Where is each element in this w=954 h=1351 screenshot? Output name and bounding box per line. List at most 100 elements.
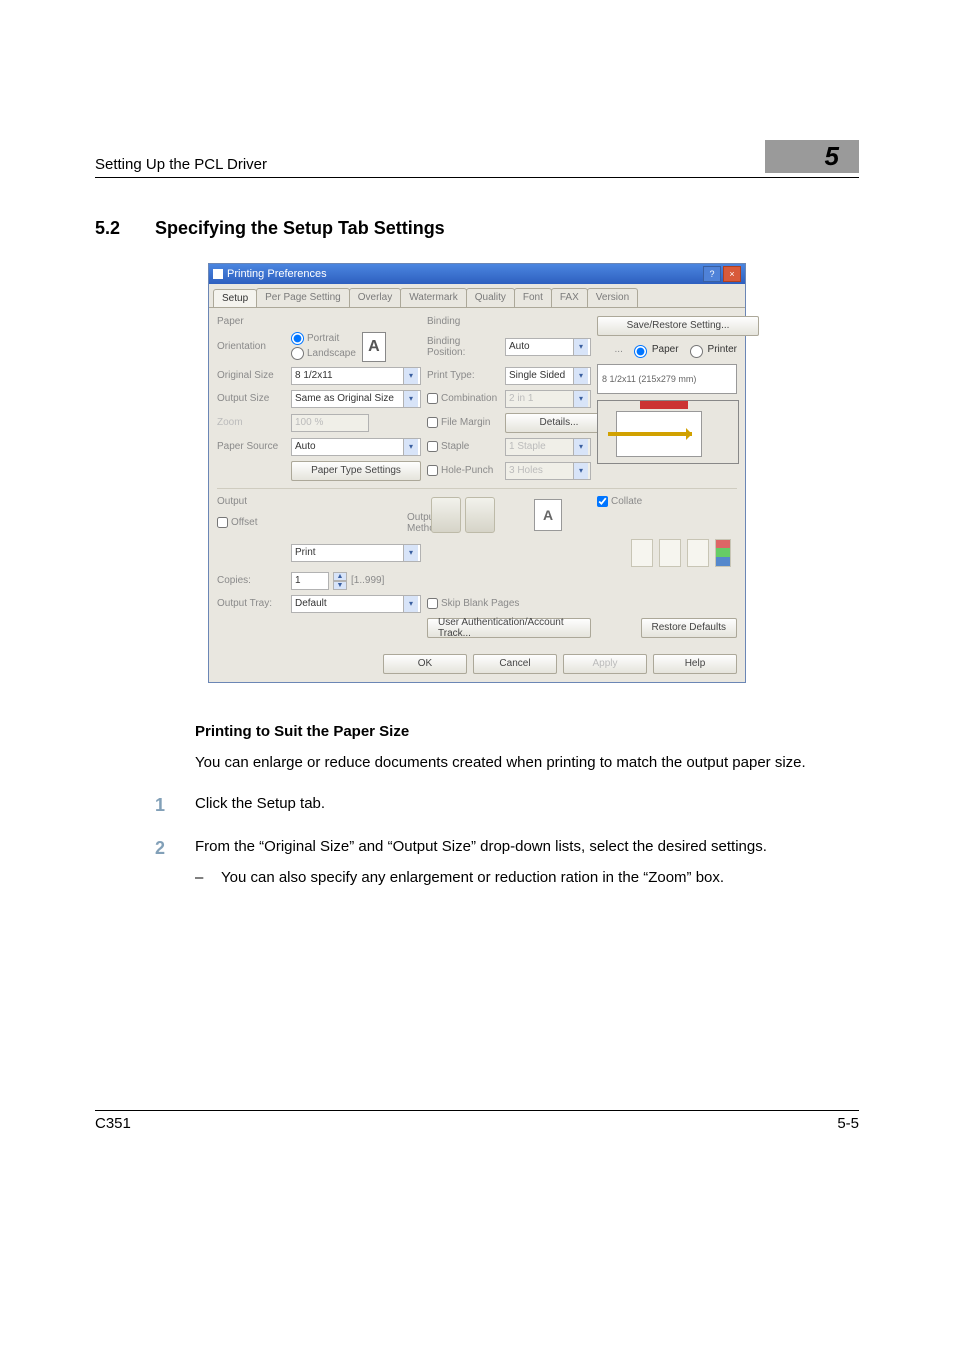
staple-dropdown[interactable]: 1 Staple	[505, 438, 591, 456]
copies-down[interactable]: ▼	[333, 581, 347, 590]
user-auth-button[interactable]: User Authentication/Account Track...	[427, 618, 591, 638]
file-margin-checkbox[interactable]: File Margin	[427, 417, 499, 428]
file-margin-label: File Margin	[441, 417, 490, 428]
output-group-label: Output	[217, 496, 285, 507]
finish-icon-1	[631, 539, 653, 567]
print-type-dropdown[interactable]: Single Sided	[505, 367, 591, 385]
tab-per-page[interactable]: Per Page Setting	[256, 288, 350, 307]
copies-label: Copies:	[217, 575, 285, 586]
portrait-radio[interactable]	[291, 332, 304, 345]
finish-icon-color	[715, 539, 731, 567]
hole-punch-dropdown[interactable]: 3 Holes	[505, 462, 591, 480]
collate-icon	[431, 497, 461, 533]
staple-checkbox[interactable]: Staple	[427, 441, 499, 452]
save-restore-button[interactable]: Save/Restore Setting...	[597, 316, 759, 336]
hole-punch-checkbox[interactable]: Hole-Punch	[427, 465, 499, 476]
preview-paper-radio[interactable]	[634, 345, 647, 358]
restore-defaults-button[interactable]: Restore Defaults	[641, 618, 737, 638]
collate-icon-2	[465, 497, 495, 533]
output-tray-label: Output Tray:	[217, 598, 285, 609]
step-number-2: 2	[155, 836, 195, 888]
skip-blank-label: Skip Blank Pages	[441, 598, 519, 609]
output-tray-value: Default	[295, 598, 327, 609]
copies-up[interactable]: ▲	[333, 572, 347, 581]
tab-overlay[interactable]: Overlay	[349, 288, 401, 307]
tab-strip: Setup Per Page Setting Overlay Watermark…	[209, 284, 745, 307]
header-rule	[95, 177, 859, 178]
zoom-field: 100 %	[291, 414, 369, 432]
combination-checkbox[interactable]: Combination	[427, 393, 499, 404]
zoom-value: 100 %	[295, 417, 323, 428]
preview-printer-label: Printer	[708, 344, 737, 355]
orientation-label: Orientation	[217, 341, 285, 352]
close-window-button[interactable]: ×	[723, 266, 741, 282]
binding-position-value: Auto	[509, 341, 530, 352]
copies-value: 1	[295, 575, 301, 586]
hole-punch-label: Hole-Punch	[441, 465, 493, 476]
collate-label: Collate	[611, 496, 642, 507]
print-type-label: Print Type:	[427, 370, 499, 381]
tab-quality[interactable]: Quality	[466, 288, 515, 307]
combination-value: 2 in 1	[509, 393, 533, 404]
dialog-button-row: OK Cancel Apply Help	[209, 646, 745, 682]
orientation-icon: A	[362, 332, 386, 362]
tab-font[interactable]: Font	[514, 288, 552, 307]
dialog-titlebar: Printing Preferences ? ×	[209, 264, 745, 284]
collate-checkbox[interactable]: Collate	[597, 496, 737, 507]
copies-field[interactable]: 1	[291, 572, 329, 590]
paper-group-label: Paper	[217, 316, 285, 327]
footer-rule	[95, 1110, 859, 1111]
original-size-label: Original Size	[217, 370, 285, 381]
output-method-label: Output Method:	[407, 512, 421, 534]
step-text-2: From the “Original Size” and “Output Siz…	[195, 836, 859, 857]
staple-value: 1 Staple	[509, 441, 546, 452]
section-number: 5.2	[95, 218, 155, 239]
ok-button[interactable]: OK	[383, 654, 467, 674]
paper-type-settings-button[interactable]: Paper Type Settings	[291, 461, 421, 481]
binding-group-label: Binding	[427, 316, 499, 327]
output-tray-dropdown[interactable]: Default	[291, 595, 421, 613]
app-icon	[213, 269, 223, 279]
cancel-button[interactable]: Cancel	[473, 654, 557, 674]
preview-printer-radio[interactable]	[690, 345, 703, 358]
substep-dash: –	[195, 867, 221, 888]
output-size-label: Output Size	[217, 393, 285, 404]
binding-position-label: Binding Position:	[427, 336, 499, 358]
paper-source-dropdown[interactable]: Auto	[291, 438, 421, 456]
copies-range: [1..999]	[351, 575, 384, 586]
printing-preferences-dialog: Printing Preferences ? × Setup Per Page …	[208, 263, 746, 683]
apply-button[interactable]: Apply	[563, 654, 647, 674]
step-number-1: 1	[155, 793, 195, 818]
offset-icon	[534, 499, 562, 531]
landscape-radio[interactable]	[291, 347, 304, 360]
output-method-dropdown[interactable]: Print	[291, 544, 421, 562]
subheading: Printing to Suit the Paper Size	[195, 723, 859, 740]
step-text-1: Click the Setup tab.	[195, 793, 859, 818]
tab-version[interactable]: Version	[587, 288, 638, 307]
tab-fax[interactable]: FAX	[551, 288, 588, 307]
tab-setup[interactable]: Setup	[213, 289, 257, 308]
staple-label: Staple	[441, 441, 469, 452]
original-size-dropdown[interactable]: 8 1/2x11	[291, 367, 421, 385]
help-button[interactable]: Help	[653, 654, 737, 674]
print-type-value: Single Sided	[509, 370, 565, 381]
paper-source-label: Paper Source	[217, 441, 285, 452]
output-size-dropdown[interactable]: Same as Original Size	[291, 390, 421, 408]
preview-image	[597, 400, 739, 464]
preview-paper-label: Paper	[652, 344, 679, 355]
tab-watermark[interactable]: Watermark	[400, 288, 467, 307]
combination-dropdown[interactable]: 2 in 1	[505, 390, 591, 408]
help-window-button[interactable]: ?	[703, 266, 721, 282]
hole-punch-value: 3 Holes	[509, 465, 543, 476]
binding-position-dropdown[interactable]: Auto	[505, 338, 591, 356]
substep-text: You can also specify any enlargement or …	[221, 867, 724, 888]
offset-checkbox[interactable]: Offset	[217, 517, 285, 528]
setup-tab-body: Paper Binding Save/Restore Setting... ..…	[209, 307, 745, 646]
skip-blank-checkbox[interactable]: Skip Blank Pages	[427, 598, 591, 609]
finish-icon-2	[659, 539, 681, 567]
section-title: Specifying the Setup Tab Settings	[155, 218, 445, 239]
offset-label: Offset	[231, 517, 258, 528]
landscape-label: Landscape	[307, 348, 356, 359]
mid-rule	[217, 488, 737, 489]
intro-paragraph: You can enlarge or reduce documents crea…	[195, 752, 859, 773]
